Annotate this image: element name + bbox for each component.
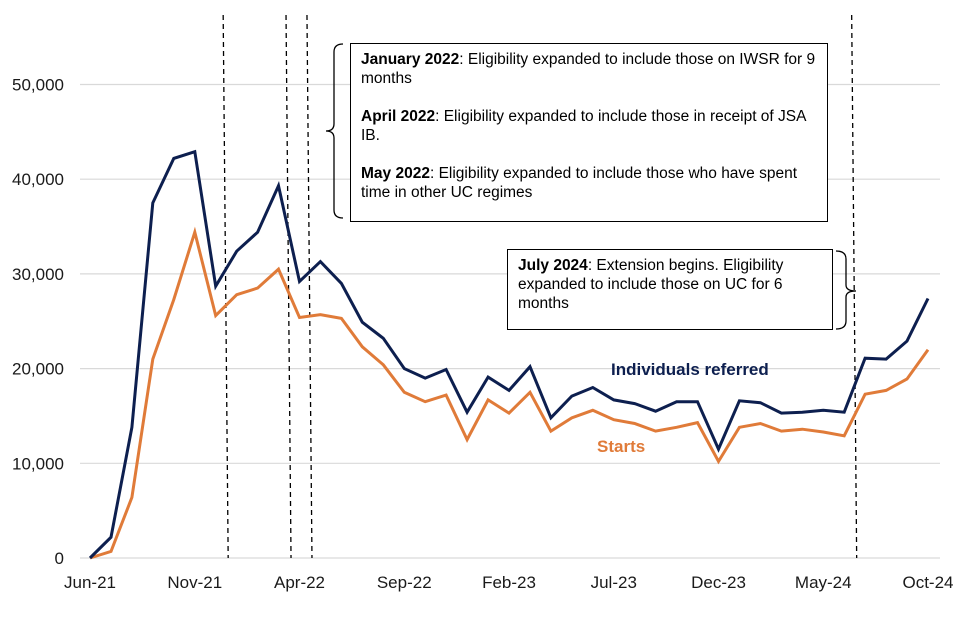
annotation-jul-2024: July 2024: Extension begins. Eligibility… bbox=[518, 257, 784, 312]
y-tick-label: 0 bbox=[55, 549, 64, 568]
y-tick-label: 30,000 bbox=[12, 265, 64, 284]
annotation-may-2022: May 2022: Eligibility expanded to includ… bbox=[361, 165, 798, 201]
series-line-starts bbox=[89, 226, 930, 560]
series-line-individuals-referred bbox=[88, 149, 930, 560]
event-lines bbox=[222, 14, 858, 559]
x-tick-label: Jul-23 bbox=[591, 573, 637, 592]
y-tick-label: 20,000 bbox=[12, 360, 64, 379]
x-tick-label: May-24 bbox=[795, 573, 852, 592]
series-label-individuals-referred: Individuals referred bbox=[611, 360, 769, 379]
y-tick-label: 40,000 bbox=[12, 170, 64, 189]
y-axis-ticks: 0 10,000 20,000 30,000 40,000 50,000 bbox=[12, 76, 64, 569]
x-tick-label: Feb-23 bbox=[482, 573, 536, 592]
event-line bbox=[851, 14, 858, 559]
y-tick-label: 50,000 bbox=[12, 76, 64, 95]
x-tick-label: Dec-23 bbox=[691, 573, 746, 592]
series-label-starts: Starts bbox=[597, 437, 645, 456]
annotation-apr-2022: April 2022: Eligibility expanded to incl… bbox=[361, 108, 806, 144]
x-axis-ticks: Jun-21 Nov-21 Apr-22 Sep-22 Feb-23 Jul-23 Dec-… bbox=[64, 573, 954, 592]
series-lines bbox=[88, 149, 930, 560]
annotation-box-2022: January 2022: Eligibility expanded to in… bbox=[350, 43, 828, 222]
annotation-brace-1 bbox=[325, 43, 344, 219]
y-tick-label: 10,000 bbox=[12, 454, 64, 473]
annotation-box-2024: July 2024: Extension begins. Eligibility… bbox=[507, 249, 833, 330]
x-tick-label: Sep-22 bbox=[377, 573, 432, 592]
event-line bbox=[306, 14, 313, 559]
x-tick-label: Nov-21 bbox=[167, 573, 222, 592]
event-line bbox=[285, 14, 292, 559]
x-tick-label: Oct-24 bbox=[902, 573, 953, 592]
event-line bbox=[222, 14, 229, 559]
x-tick-label: Jun-21 bbox=[64, 573, 116, 592]
annotation-jan-2022: January 2022: Eligibility expanded to in… bbox=[361, 51, 816, 87]
annotation-brace-2 bbox=[835, 250, 857, 330]
x-tick-label: Apr-22 bbox=[274, 573, 325, 592]
